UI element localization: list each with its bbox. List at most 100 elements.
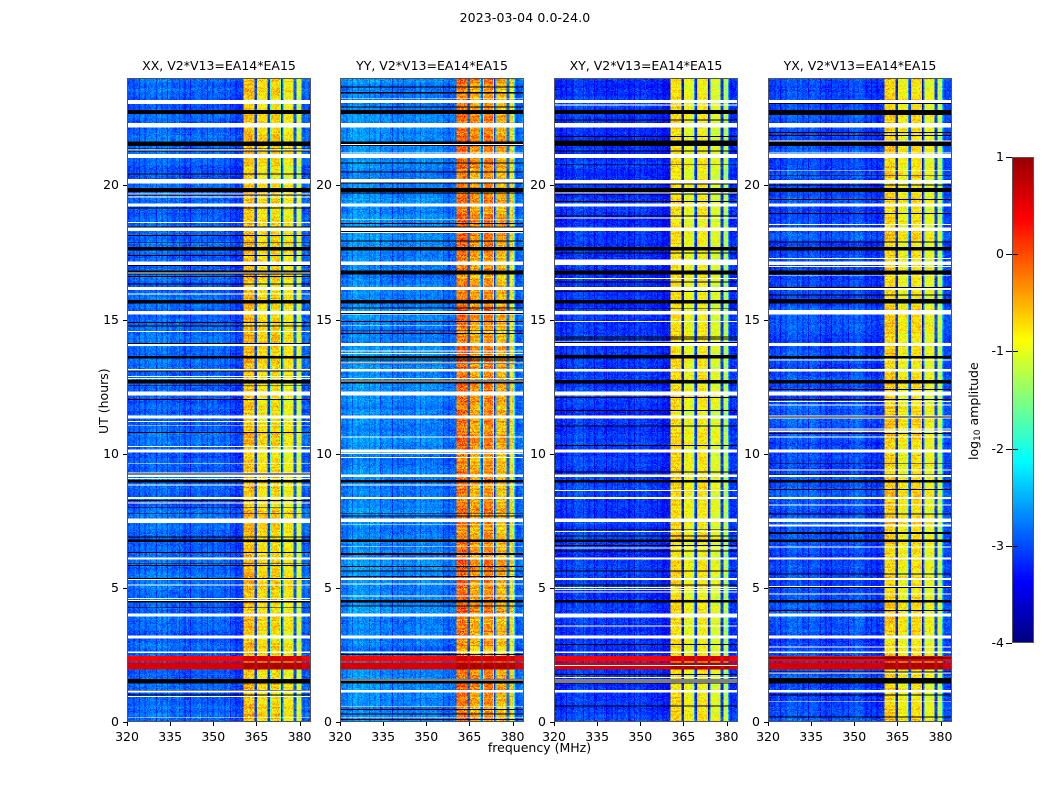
heatmap-image-yx: [769, 79, 951, 721]
x-tick-label: 335: [371, 729, 396, 744]
colorbar-inner-tick: [1013, 448, 1018, 450]
y-tick-mark: [550, 722, 554, 723]
x-tick-mark: [469, 722, 471, 726]
heatmap-panel-yy[interactable]: [340, 78, 524, 722]
x-tick-label: 380: [287, 729, 312, 744]
y-tick-mark: [123, 453, 127, 455]
colorbar-tick-mark: [1006, 254, 1012, 256]
colorbar-inner-tick: [1013, 351, 1018, 353]
y-tick-label: 10: [316, 445, 332, 461]
x-tick-mark: [512, 722, 514, 726]
y-tick-label: 0: [111, 714, 119, 729]
heatmap-panel-xx[interactable]: [127, 78, 311, 722]
y-tick-mark: [123, 185, 127, 187]
colorbar-inner-tick: [1013, 254, 1018, 256]
y-tick-label: 10: [530, 445, 546, 461]
y-tick-label: 0: [324, 714, 332, 729]
y-tick-label: 5: [752, 579, 760, 595]
y-tick-mark: [336, 453, 340, 455]
x-tick-mark: [854, 722, 856, 726]
x-tick-label: 335: [799, 729, 824, 744]
panel-title-xx: XX, V2*V13=EA14*EA15: [142, 58, 296, 73]
y-tick-label: 5: [538, 579, 546, 595]
x-tick-label: 320: [115, 729, 139, 744]
x-tick-mark: [683, 722, 685, 726]
x-tick-mark: [383, 722, 385, 726]
colorbar-tick-label: -3: [991, 537, 1004, 553]
heatmap-image-xy: [555, 79, 737, 721]
x-tick-mark: [213, 722, 215, 726]
colorbar-tick-label: -1: [991, 343, 1004, 359]
y-tick-mark: [123, 722, 127, 723]
y-tick-label: 5: [324, 579, 332, 595]
y-tick-label: 15: [103, 311, 119, 327]
y-tick-label: 20: [103, 177, 119, 193]
y-tick-mark: [764, 722, 768, 723]
y-tick-mark: [550, 319, 554, 321]
y-tick-mark: [336, 319, 340, 321]
colorbar-tick-mark: [1006, 448, 1012, 450]
x-tick-label: 335: [585, 729, 610, 744]
y-tick-label: 5: [111, 579, 119, 595]
colorbar-tick-label: -2: [991, 440, 1004, 456]
heatmap-panel-xy[interactable]: [554, 78, 738, 722]
y-tick-mark: [764, 319, 768, 321]
y-tick-mark: [123, 319, 127, 321]
panel-title-xy: XY, V2*V13=EA14*EA15: [569, 58, 723, 73]
y-tick-mark: [550, 185, 554, 187]
x-tick-mark: [940, 722, 942, 726]
y-tick-mark: [550, 587, 554, 589]
x-tick-mark: [170, 722, 172, 726]
x-tick-mark: [426, 722, 428, 726]
heatmap-panel-yx[interactable]: [768, 78, 952, 722]
y-tick-label: 0: [538, 714, 546, 729]
x-tick-mark: [640, 722, 642, 726]
y-tick-mark: [764, 587, 768, 589]
colorbar-label-suffix: amplitude: [966, 362, 981, 430]
y-tick-label: 20: [744, 177, 760, 193]
figure-suptitle: 2023-03-04 0.0-24.0: [459, 10, 591, 25]
y-tick-label: 20: [530, 177, 546, 193]
x-tick-label: 365: [457, 729, 482, 744]
y-tick-label: 15: [744, 311, 760, 327]
x-tick-mark: [811, 722, 813, 726]
x-tick-label: 380: [928, 729, 953, 744]
colorbar-tick-mark: [1006, 351, 1012, 353]
x-tick-mark: [597, 722, 599, 726]
y-tick-mark: [123, 587, 127, 589]
heatmap-image-yy: [341, 79, 523, 721]
colorbar-tick-mark: [1006, 157, 1012, 158]
colorbar-gradient: [1013, 158, 1033, 642]
y-axis-label: UT (hours): [96, 368, 111, 434]
x-tick-label: 350: [628, 729, 653, 744]
y-tick-mark: [336, 185, 340, 187]
x-tick-mark: [340, 722, 341, 726]
y-tick-label: 15: [530, 311, 546, 327]
panel-title-yy: YY, V2*V13=EA14*EA15: [356, 58, 508, 73]
x-tick-mark: [127, 722, 128, 726]
y-tick-mark: [764, 185, 768, 187]
x-tick-label: 320: [328, 729, 352, 744]
y-tick-mark: [336, 587, 340, 589]
x-tick-label: 320: [756, 729, 780, 744]
x-tick-label: 365: [671, 729, 696, 744]
x-axis-label: frequency (MHz): [487, 740, 592, 755]
x-tick-label: 365: [885, 729, 910, 744]
colorbar-label-prefix: log: [966, 440, 981, 460]
x-tick-mark: [554, 722, 555, 726]
colorbar-tick-mark: [1006, 643, 1012, 644]
y-tick-label: 10: [103, 445, 119, 461]
x-tick-mark: [768, 722, 769, 726]
colorbar-tick-label: -4: [991, 635, 1004, 650]
x-tick-mark: [299, 722, 301, 726]
colorbar-tick-label: 0: [996, 246, 1004, 262]
colorbar-label-subscript: 10: [973, 429, 983, 441]
y-tick-mark: [336, 722, 340, 723]
x-tick-mark: [897, 722, 899, 726]
colorbar-inner-tick: [1013, 545, 1018, 547]
colorbar[interactable]: [1012, 157, 1034, 643]
y-tick-label: 20: [316, 177, 332, 193]
x-tick-label: 365: [244, 729, 269, 744]
y-tick-label: 15: [316, 311, 332, 327]
